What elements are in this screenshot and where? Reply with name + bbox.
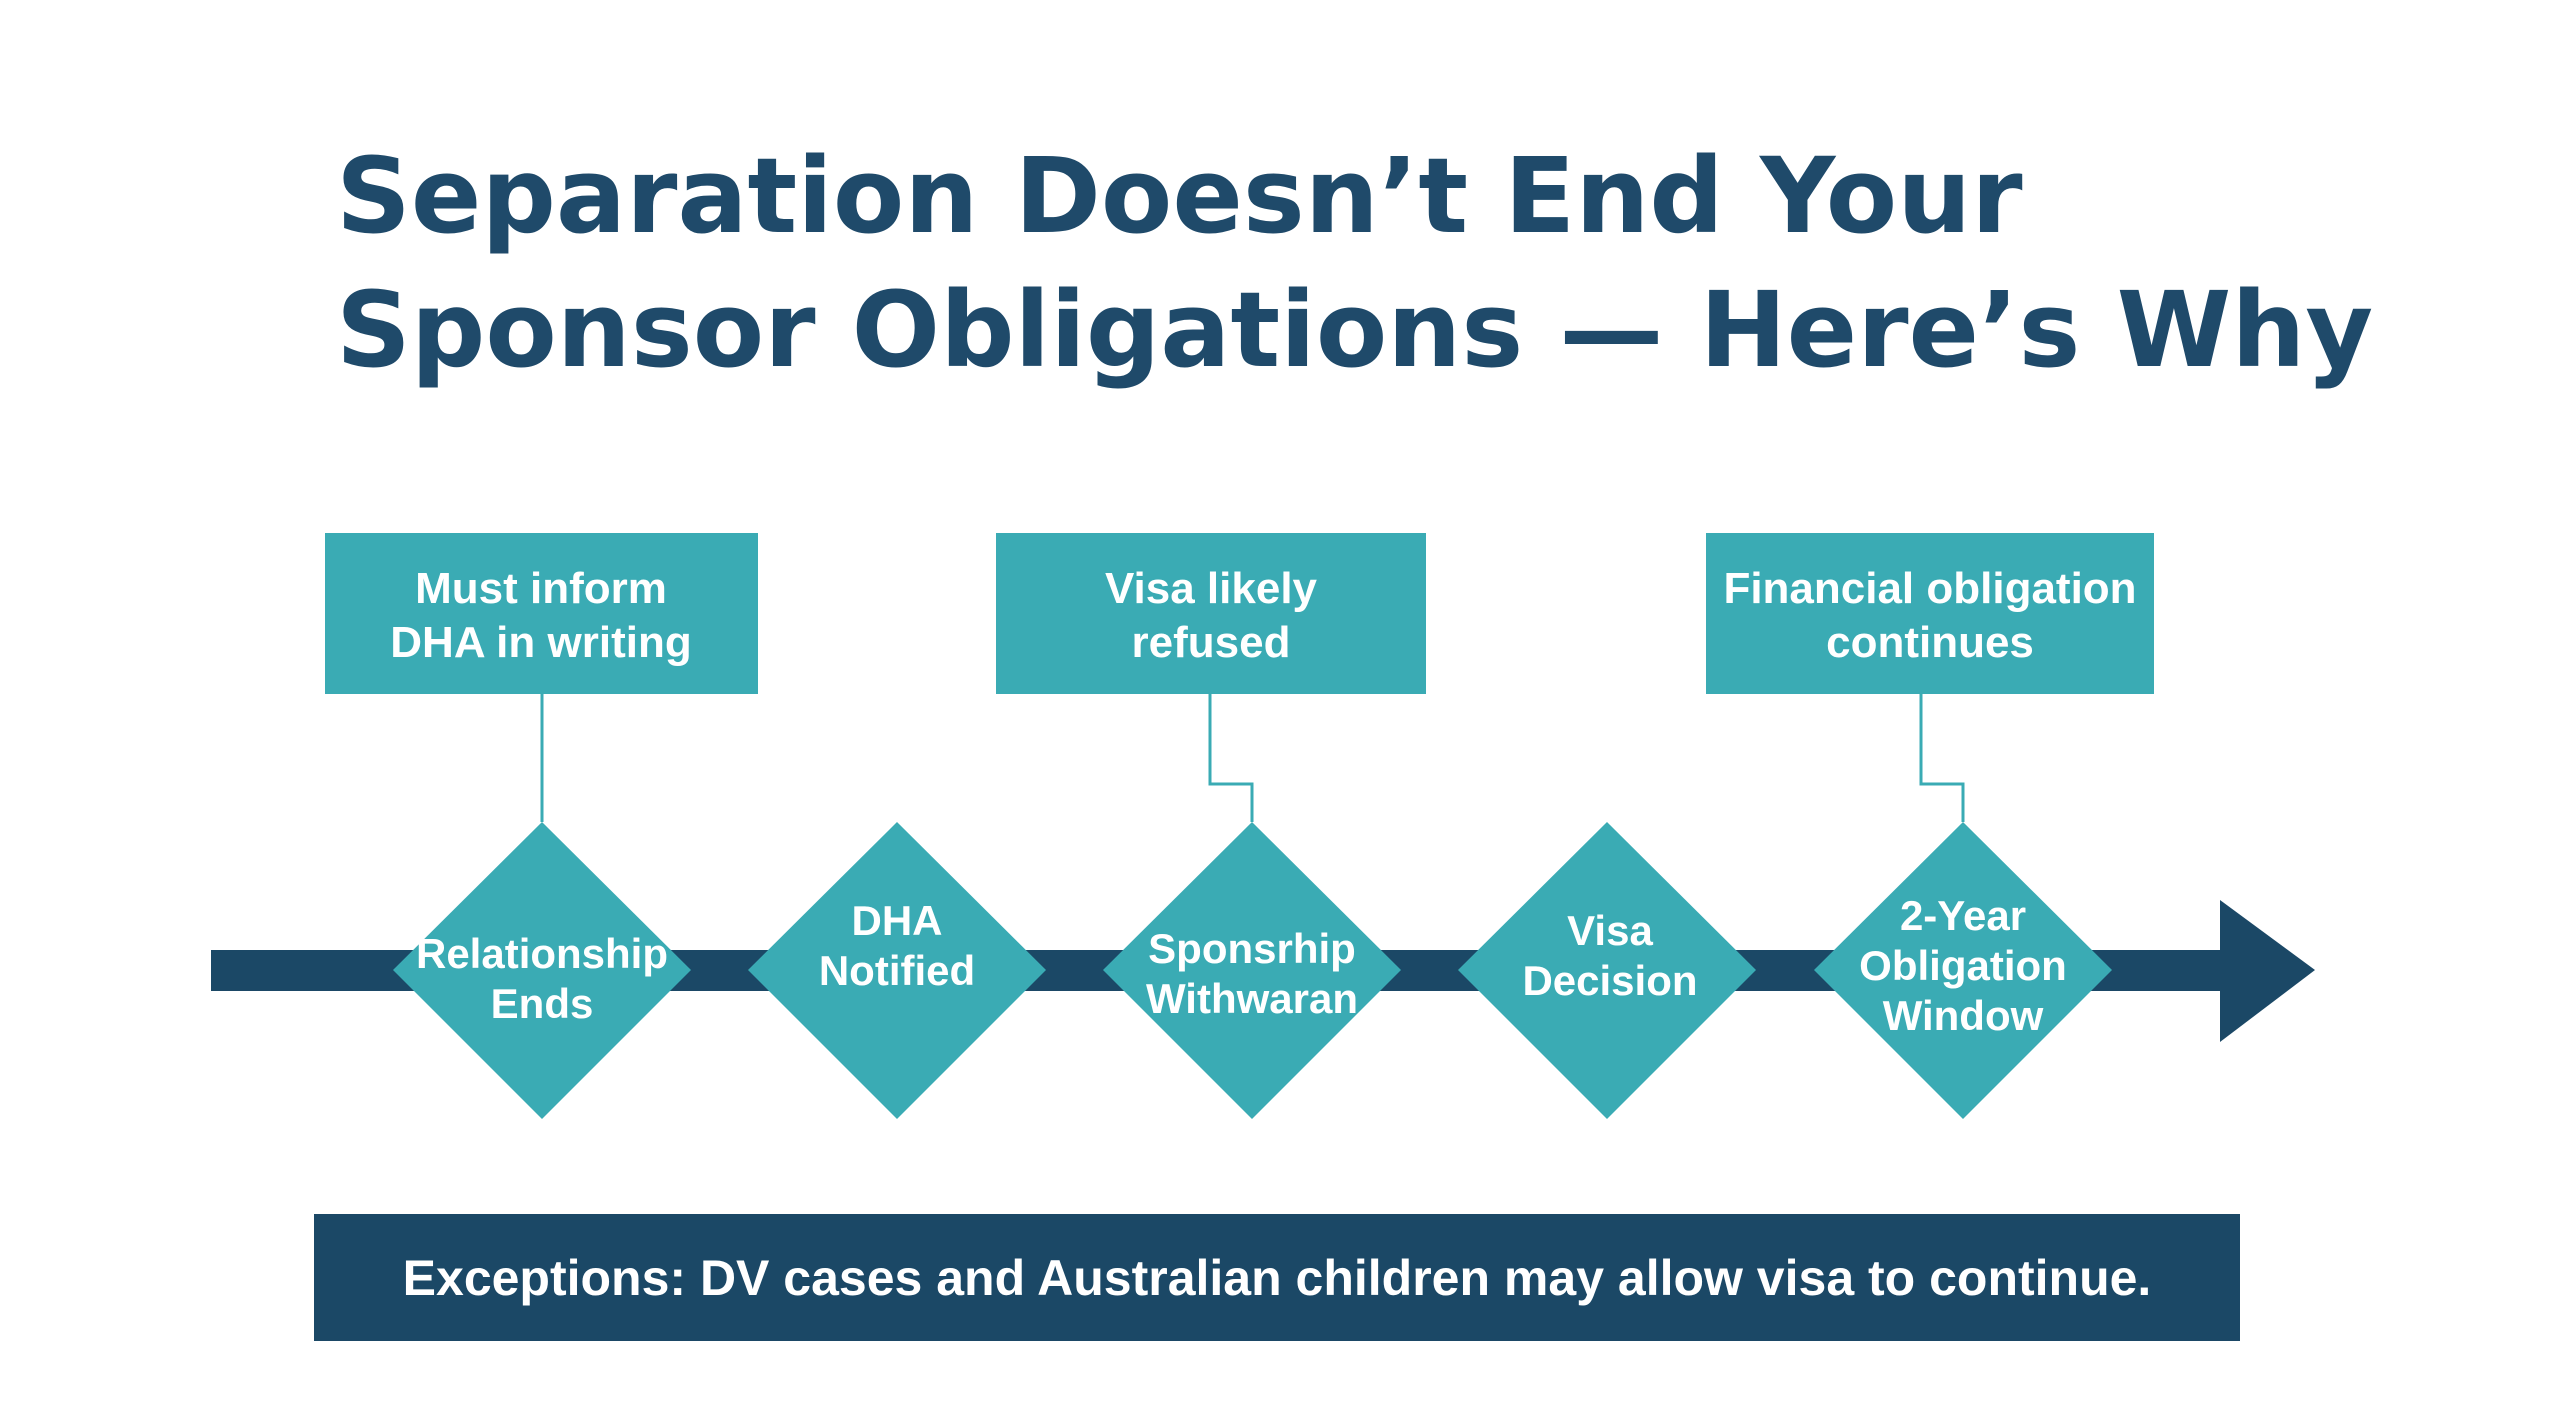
step-2-line-2: Notified [819,947,975,994]
step-4-line-1: Visa [1567,907,1653,954]
step-5-line-1: 2-Year [1900,892,2026,939]
title-line-2: Sponsor Obligations — Here’s Why [336,269,2373,391]
callout-2-line-2: refused [1132,618,1291,667]
step-2-line-1: DHA [852,897,943,944]
step-1-line-1: Relationship [416,930,668,977]
step-5-line-2: Obligation [1859,942,2067,989]
callout-2-line-1: Visa likely [1105,564,1318,613]
step-5-line-3: Window [1883,992,2044,1039]
step-3-line-1: Sponsrhip [1148,925,1356,972]
connector-3 [1919,694,1965,822]
step-1: Relationship Ends [393,822,691,1119]
step-2: DHA Notified [748,822,1046,1119]
callout-3-line-1: Financial obligation [1723,564,2136,613]
step-1-line-2: Ends [491,980,594,1027]
connectors [540,694,1965,822]
callout-3-line-2: continues [1826,618,2034,667]
step-3-line-2: Withwaran [1146,975,1358,1022]
callout-box-1: Must inform DHA in writing [325,533,758,694]
callout-box-2: Visa likely refused [996,533,1426,694]
step-5: 2-Year Obligation Window [1814,822,2112,1119]
step-4: Visa Decision [1458,822,1756,1119]
callout-1-line-2: DHA in writing [390,618,691,667]
exceptions-banner: Exceptions: DV cases and Australian chil… [314,1214,2240,1341]
connector-2 [1208,694,1254,822]
step-3: Sponsrhip Withwaran [1103,822,1401,1119]
exceptions-text: Exceptions: DV cases and Australian chil… [403,1250,2152,1306]
callout-1-line-1: Must inform [415,564,667,613]
step-4-line-2: Decision [1522,957,1697,1004]
title-line-1: Separation Doesn’t End Your [336,135,2023,257]
timeline-arrowhead [2220,900,2315,1042]
callout-box-3: Financial obligation continues [1706,533,2154,694]
